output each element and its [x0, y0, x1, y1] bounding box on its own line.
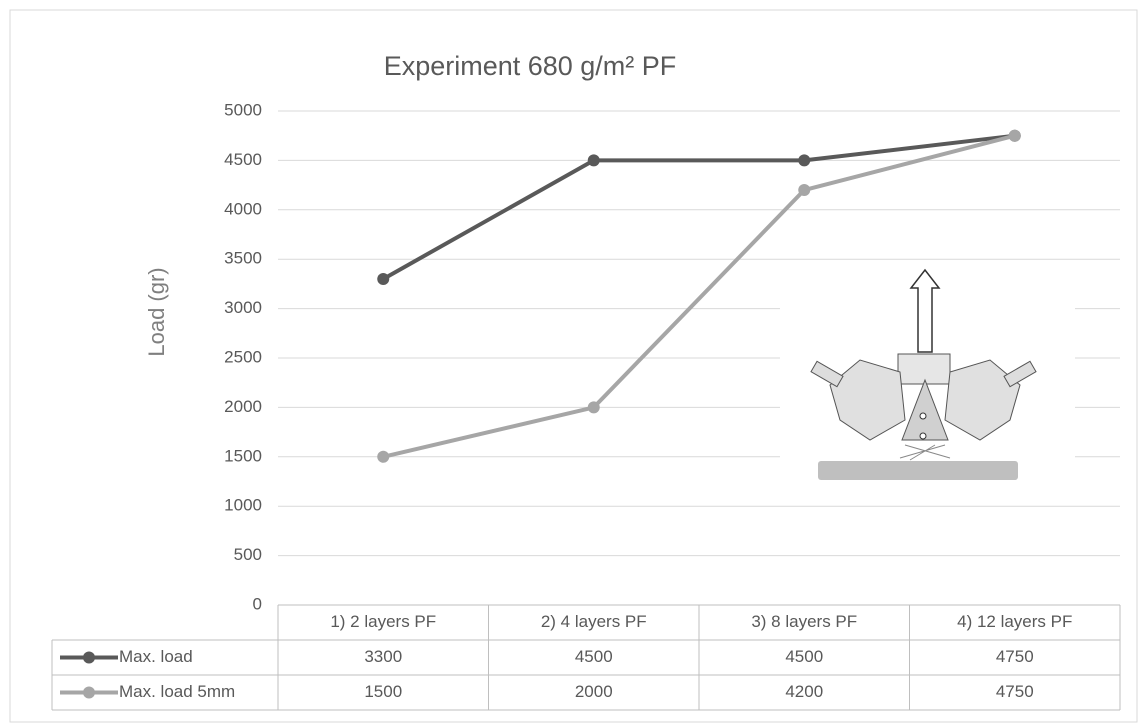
table-value: 4500 — [785, 647, 823, 666]
inset-mount — [897, 353, 951, 385]
y-tick-label: 3500 — [224, 249, 262, 268]
series-line — [382, 133, 1015, 281]
y-tick-label: 0 — [253, 594, 262, 613]
legend-label: Max. load 5mm — [119, 682, 235, 701]
y-tick-label: 1000 — [224, 496, 262, 515]
inset-surface — [818, 461, 1018, 480]
legend-swatch — [83, 686, 95, 699]
chart-title: Experiment 680 g/m² PF — [384, 51, 677, 81]
inset-pin — [919, 412, 927, 420]
inset-arrow — [909, 268, 941, 353]
plot — [377, 129, 1021, 463]
inset-jaw-left — [829, 359, 906, 441]
table-value: 3300 — [364, 647, 402, 666]
series-line — [382, 133, 1016, 459]
y-tick-label: 4500 — [224, 150, 262, 169]
data-point — [798, 154, 811, 167]
table-value: 4750 — [996, 682, 1034, 701]
inset-jaw-right — [944, 359, 1021, 441]
legend-swatch — [83, 651, 95, 664]
x-tick-label: 1) 2 layers PF — [330, 612, 436, 631]
data-point — [377, 272, 390, 285]
data-point — [377, 450, 390, 463]
y-axis-label: Load (gr) — [144, 267, 169, 356]
y-tick-label: 1500 — [224, 446, 262, 465]
table-value: 4200 — [785, 682, 823, 701]
y-tick-label: 5000 — [224, 100, 262, 119]
inset-piston-right — [1003, 360, 1037, 388]
x-tick-label: 3) 8 layers PF — [751, 612, 857, 631]
inset-fibers — [899, 444, 951, 461]
table-value: 4500 — [575, 647, 613, 666]
y-tick-label: 2500 — [224, 347, 262, 366]
data-point — [798, 184, 811, 197]
data-point — [1008, 129, 1021, 142]
y-tick-label: 4000 — [224, 199, 262, 218]
legend-label: Max. load — [119, 647, 193, 666]
inset-pin — [919, 432, 927, 440]
data-point — [587, 401, 600, 414]
table-value: 1500 — [364, 682, 402, 701]
x-tick-label: 2) 4 layers PF — [541, 612, 647, 631]
inset-illustration — [780, 268, 1075, 480]
x-tick-label: 4) 12 layers PF — [957, 612, 1072, 631]
y-tick-label: 2000 — [224, 397, 262, 416]
y-tick-label: 3000 — [224, 298, 262, 317]
inset-wedge — [901, 378, 949, 441]
inset-piston-left — [810, 360, 844, 388]
table-value: 4750 — [996, 647, 1034, 666]
data-point — [587, 154, 600, 167]
y-tick-label: 500 — [234, 545, 262, 564]
data-table: 1) 2 layers PF 2) 4 layers PF 3) 8 layers … — [51, 604, 1121, 711]
table-value: 2000 — [575, 682, 613, 701]
